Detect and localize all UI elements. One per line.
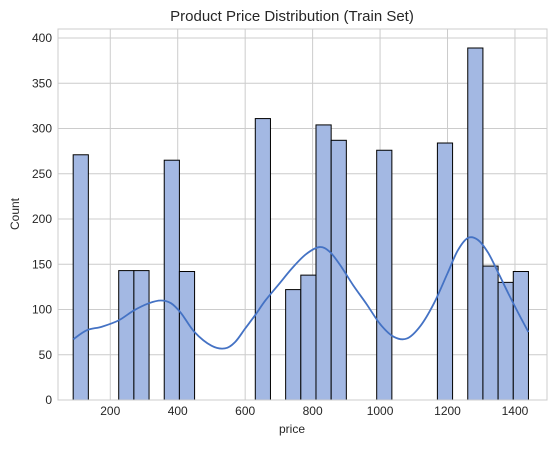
y-tick-label: 50 bbox=[39, 348, 53, 362]
x-tick-label: 1400 bbox=[502, 404, 529, 418]
plot-frame bbox=[57, 28, 548, 401]
histogram-bar bbox=[315, 124, 332, 401]
x-tick-label: 600 bbox=[235, 404, 255, 418]
y-axis-label: Count bbox=[8, 197, 22, 230]
histogram-bar bbox=[482, 265, 499, 401]
histogram-bar bbox=[72, 154, 89, 401]
y-tick-label: 150 bbox=[32, 257, 52, 271]
histogram-bar bbox=[467, 47, 484, 401]
y-tick-label: 400 bbox=[32, 31, 52, 45]
histogram-bar bbox=[285, 289, 302, 401]
x-tick-label: 200 bbox=[100, 404, 120, 418]
y-tick-label: 350 bbox=[32, 76, 52, 90]
histogram-bar bbox=[178, 271, 196, 401]
y-tick-label: 250 bbox=[32, 167, 52, 181]
chart-title: Product Price Distribution (Train Set) bbox=[170, 8, 414, 25]
histogram-bar bbox=[376, 149, 393, 401]
y-tick-label: 300 bbox=[32, 122, 52, 136]
histogram-bar bbox=[254, 118, 271, 401]
x-axis-label: price bbox=[279, 422, 305, 436]
histogram-bar bbox=[436, 142, 454, 401]
y-tick-label: 200 bbox=[32, 212, 52, 226]
y-tick-label: 100 bbox=[32, 303, 52, 317]
histogram-bar bbox=[300, 274, 317, 401]
histogram-bar bbox=[133, 270, 150, 401]
x-axis-ticks: 200 400 600 800 1000 1200 1400 bbox=[100, 404, 528, 418]
histogram-bar bbox=[118, 270, 135, 401]
histogram-bar bbox=[512, 271, 529, 401]
y-axis-ticks: 0 50 100 150 200 250 300 350 400 bbox=[32, 31, 52, 407]
histogram-bar bbox=[163, 159, 180, 401]
y-tick-label: 0 bbox=[45, 393, 52, 407]
x-tick-label: 400 bbox=[168, 404, 188, 418]
x-tick-label: 1200 bbox=[434, 404, 461, 418]
x-tick-label: 1000 bbox=[367, 404, 394, 418]
x-tick-label: 800 bbox=[303, 404, 323, 418]
histogram-bars bbox=[72, 47, 529, 401]
kde-curve bbox=[72, 236, 530, 350]
